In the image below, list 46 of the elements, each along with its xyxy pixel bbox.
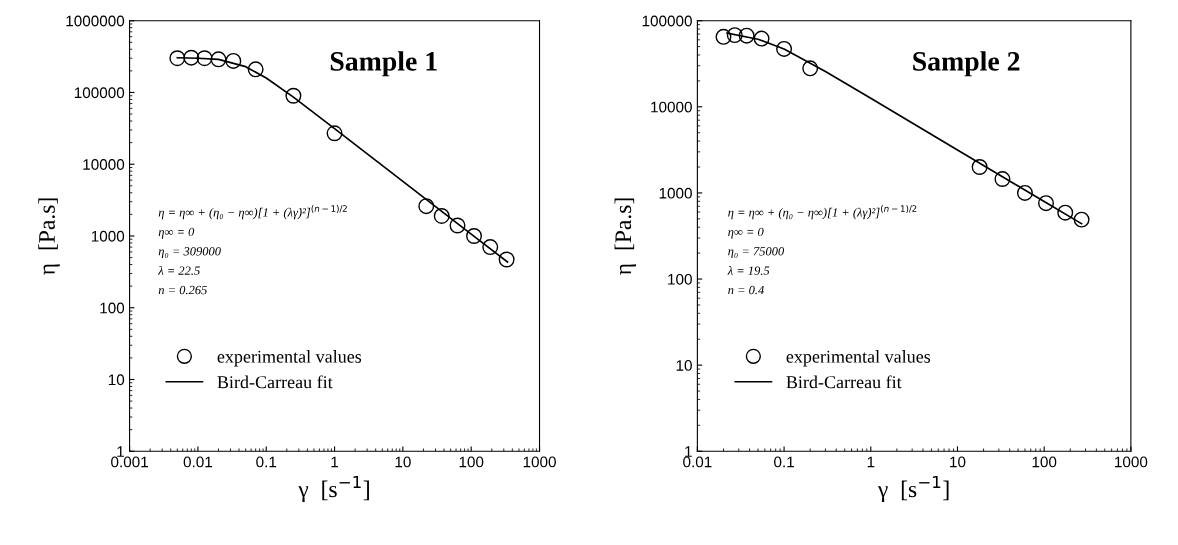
annotation: η∞ = 0 xyxy=(158,227,195,239)
annotation: η₀ = 309000 xyxy=(158,247,221,259)
y-tick-label: 1 xyxy=(685,446,692,457)
x-axis-title: γ [s$^{−1}$] xyxy=(298,475,369,503)
annotation: n = 0.265 xyxy=(158,285,207,295)
y-tick-label: 1000 xyxy=(91,230,125,242)
x-tick-label: 100 xyxy=(459,456,484,468)
y-tick-label: 1 xyxy=(117,446,124,457)
x-tick-label: 0.01 xyxy=(683,456,712,468)
legend-label: experimental values xyxy=(786,350,931,367)
annotation: η = η∞ + (η₀ − η∞)[1 + (λγ̇)²]$^{(n−1)/2}$ xyxy=(158,205,347,220)
x-tick-label: 1 xyxy=(331,456,339,468)
x-tick-label: 100 xyxy=(1032,456,1057,468)
legend-label: Bird-Carreau fit xyxy=(786,375,902,389)
text: Sample 2 xyxy=(913,51,1020,77)
y-tick-label: 1000 xyxy=(659,187,692,199)
x-tick-label: 0.1 xyxy=(774,456,794,468)
annotation: λ = 19.5 xyxy=(727,265,770,275)
y-tick-label: 100000 xyxy=(642,15,692,27)
y-tick-label: 10 xyxy=(676,360,692,371)
x-axis-title: γ [s$^{−1}$] xyxy=(877,475,949,503)
y-tick-label: 10000 xyxy=(83,159,125,170)
annotation: η∞ = 0 xyxy=(728,227,764,239)
x-tick-label: 10 xyxy=(395,456,411,468)
legend-label: Bird-Carreau fit xyxy=(217,375,333,389)
y-tick-label: 100000 xyxy=(74,87,125,99)
x-tick-label: 1 xyxy=(867,456,875,468)
legend-label: experimental values xyxy=(217,350,362,367)
x-tick-label: 1000 xyxy=(1115,456,1148,468)
y-axis-title: η [Pa.s] xyxy=(614,198,636,275)
y-tick-label: 10 xyxy=(108,374,125,386)
y-tick-label: 100 xyxy=(100,302,125,314)
annotation: η₀ = 75000 xyxy=(728,247,785,259)
annotation: η = η∞ + (η₀ − η∞)[1 + (λγ̇)²]$^{(n−1)/2}$ xyxy=(728,205,917,220)
x-tick-label: 1000 xyxy=(523,456,556,468)
y-axis-title: η [Pa.s] xyxy=(38,198,60,275)
x-tick-label: 10 xyxy=(950,456,966,468)
annotation: n = 0.4 xyxy=(728,285,764,295)
y-tick-label: 1000000 xyxy=(66,15,125,27)
annotation: λ = 22.5 xyxy=(157,265,200,275)
y-tick-label: 10000 xyxy=(651,101,692,113)
y-tick-label: 100 xyxy=(668,273,692,285)
x-tick-label: 0.01 xyxy=(183,456,213,468)
text: Sample 1 xyxy=(330,51,437,77)
x-tick-label: 0.1 xyxy=(256,456,277,468)
x-tick-label: 0.001 xyxy=(111,456,148,468)
